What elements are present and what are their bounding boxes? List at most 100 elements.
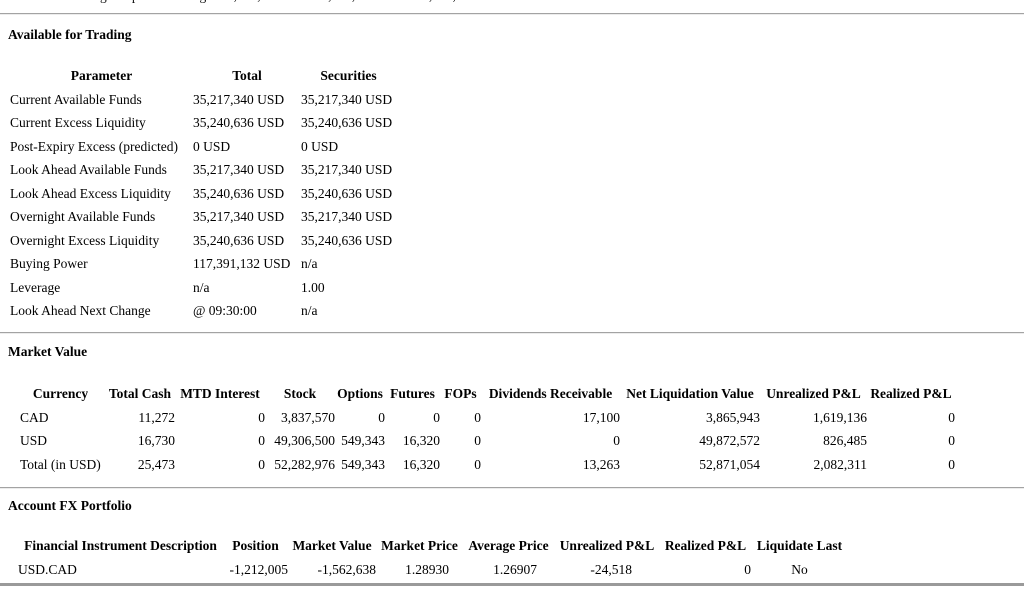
total-cash-cell: 25,473	[137, 456, 175, 472]
options-cell: 549,343	[341, 456, 385, 472]
fops-cell: 0	[474, 433, 481, 448]
total-cell: 35,217,340 USD	[193, 91, 285, 107]
table-row: Overnight Available Funds 35,217,340 USD…	[10, 205, 396, 229]
column-header-net-liquidation-value: Net Liquidation Value	[626, 386, 754, 401]
table-header-row: Parameter Total Securities	[10, 64, 396, 88]
parameter-cell: Look Ahead Available Funds	[10, 162, 167, 177]
securities-cell: 35,217,340 USD	[301, 91, 393, 107]
parameter-cell: Look Ahead Excess Liquidity	[10, 185, 171, 201]
section-divider	[0, 13, 1024, 14]
section-title-available-for-trading: Available for Trading	[8, 27, 132, 42]
column-header-unrealized-pnl: Unrealized P&L	[559, 538, 655, 553]
liquidate-last-cell: No	[791, 561, 808, 577]
parameter-cell: Leverage	[10, 279, 61, 295]
currency-cell: USD	[20, 433, 48, 448]
mtd-interest-cell: 0	[258, 409, 265, 425]
securities-cell: 35,240,636 USD	[301, 115, 393, 130]
realized-pnl-cell: 0	[744, 561, 751, 577]
column-header-market-price: Market Price	[381, 538, 458, 553]
securities-cell: n/a	[301, 256, 318, 271]
table-row: USD.CAD -1,212,005 -1,562,638 1.28930 1.…	[18, 558, 848, 582]
column-header-futures: Futures	[390, 386, 435, 401]
parameter-cell: Current Excess Liquidity	[10, 115, 146, 130]
average-price-cell: 1.26907	[493, 561, 537, 577]
column-header-fops: FOPs	[444, 386, 477, 401]
total-cell: 0 USD	[193, 138, 231, 154]
options-cell: 0	[378, 409, 385, 425]
column-header-market-value: Market Value	[292, 538, 372, 553]
position-cell: -1,212,005	[229, 561, 289, 577]
table-header-row: Financial Instrument Description Positio…	[18, 534, 848, 558]
net-liquidation-value-cell: 3,865,943	[706, 409, 760, 425]
unrealized-pnl-cell: -24,518	[590, 561, 632, 577]
table-row: Leverage n/a 1.00	[10, 276, 396, 300]
fops-cell: 0	[474, 456, 481, 472]
parameter-cell: Overnight Excess Liquidity	[10, 232, 160, 248]
column-header-financial-instrument-description: Financial Instrument Description	[24, 538, 217, 553]
table-row: Buying Power 117,391,132 USD n/a	[10, 252, 396, 276]
realized-pnl-cell: 0	[948, 456, 955, 472]
column-header-realized-pnl: Realized P&L	[870, 386, 952, 401]
table-row: CAD 11,272 0 3,837,570 0 0 0 17,100 3,86…	[16, 406, 955, 430]
market-price-cell: 1.28930	[405, 561, 449, 577]
fops-cell: 0	[474, 409, 481, 425]
column-header-securities: Securities	[320, 68, 377, 83]
dividends-receivable-cell: 17,100	[582, 409, 620, 425]
table-row: Look Ahead Excess Liquidity 35,240,636 U…	[10, 182, 396, 206]
stock-cell: 52,282,976	[274, 456, 335, 472]
column-header-liquidate-last: Liquidate Last	[756, 538, 843, 553]
section-divider	[0, 332, 1024, 333]
stock-cell: 49,306,500	[274, 433, 335, 448]
unrealized-pnl-cell: 2,082,311	[813, 456, 868, 472]
dividends-receivable-cell: 0	[613, 433, 620, 448]
unrealized-pnl-cell: 826,485	[823, 433, 867, 448]
parameter-cell: Post-Expiry Excess (predicted)	[10, 138, 178, 154]
total-cell: 35,240,636 USD	[193, 115, 285, 130]
section-title-account-fx-portfolio: Account FX Portfolio	[8, 498, 132, 513]
unrealized-pnl-cell: 1,619,136	[813, 409, 867, 425]
total-cell: 35,240,636 USD	[193, 185, 285, 201]
realized-pnl-cell: 0	[948, 409, 955, 425]
futures-cell: 16,320	[402, 456, 440, 472]
column-header-dividends-receivable: Dividends Receivable	[488, 386, 613, 401]
column-header-currency: Currency	[32, 386, 89, 401]
securities-cell: 35,240,636 USD	[301, 185, 393, 201]
section-divider	[0, 487, 1024, 488]
column-header-average-price: Average Price	[468, 538, 549, 553]
securities-cell: 35,217,340 USD	[301, 209, 393, 224]
realized-pnl-cell: 0	[948, 433, 955, 448]
clipped-text-row: gross position margin 35,217,340 USD 35,…	[0, 0, 1024, 8]
instrument-cell: USD.CAD	[18, 561, 77, 577]
futures-cell: 0	[433, 409, 440, 425]
parameter-cell: Current Available Funds	[10, 91, 142, 107]
parameter-cell: Overnight Available Funds	[10, 209, 156, 224]
securities-cell: n/a	[301, 303, 318, 318]
mtd-interest-cell: 0	[258, 456, 265, 472]
total-cell: 35,217,340 USD	[193, 209, 285, 224]
column-header-mtd-interest: MTD Interest	[180, 386, 260, 401]
section-title-market-value: Market Value	[8, 344, 88, 359]
column-header-stock: Stock	[283, 386, 317, 401]
table-row: Overnight Excess Liquidity 35,240,636 US…	[10, 229, 396, 253]
total-cell: @ 09:30:00	[193, 303, 257, 318]
column-header-unrealized-pnl: Unrealized P&L	[766, 386, 861, 401]
net-liquidation-value-cell: 49,872,572	[699, 433, 760, 448]
futures-cell: 16,320	[402, 433, 440, 448]
available-for-trading-table: Parameter Total Securities Current Avail…	[10, 64, 396, 323]
table-header-row: Currency Total Cash MTD Interest Stock O…	[16, 382, 955, 406]
securities-cell: 35,240,636 USD	[301, 232, 393, 248]
table-row: Post-Expiry Excess (predicted) 0 USD 0 U…	[10, 135, 396, 159]
column-header-total: Total	[232, 68, 262, 83]
securities-cell: 0 USD	[301, 138, 339, 154]
column-header-parameter: Parameter	[70, 68, 133, 83]
account-fx-portfolio-table: Financial Instrument Description Positio…	[18, 534, 848, 581]
bottom-border-line	[0, 583, 1024, 586]
column-header-realized-pnl: Realized P&L	[664, 538, 747, 553]
table-row: Look Ahead Available Funds 35,217,340 US…	[10, 158, 396, 182]
net-liquidation-value-cell: 52,871,054	[699, 456, 760, 472]
securities-cell: 1.00	[301, 279, 325, 295]
clipped-text-fragment: gross position margin 35,217,340 USD 35,…	[100, 0, 476, 4]
table-row: Look Ahead Next Change @ 09:30:00 n/a	[10, 299, 396, 323]
parameter-cell: Buying Power	[10, 256, 88, 271]
